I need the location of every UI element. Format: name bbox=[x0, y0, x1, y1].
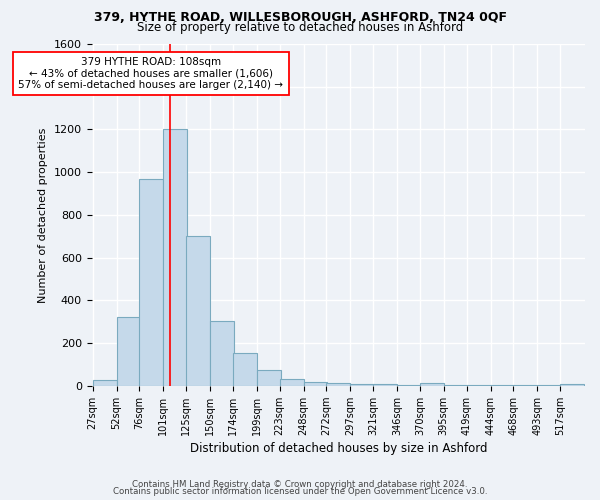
Bar bbox=[116, 318, 140, 386]
Bar bbox=[92, 380, 116, 386]
Bar bbox=[350, 384, 374, 386]
Bar bbox=[210, 320, 234, 386]
Bar bbox=[280, 380, 304, 386]
Bar bbox=[467, 385, 491, 386]
Y-axis label: Number of detached properties: Number of detached properties bbox=[38, 127, 49, 302]
Bar bbox=[373, 384, 397, 386]
Bar bbox=[491, 385, 514, 386]
Bar bbox=[163, 130, 187, 386]
Bar bbox=[326, 383, 350, 386]
Bar bbox=[397, 385, 421, 386]
Text: Size of property relative to detached houses in Ashford: Size of property relative to detached ho… bbox=[137, 22, 463, 35]
Text: Contains HM Land Registry data © Crown copyright and database right 2024.: Contains HM Land Registry data © Crown c… bbox=[132, 480, 468, 489]
X-axis label: Distribution of detached houses by size in Ashford: Distribution of detached houses by size … bbox=[190, 442, 487, 455]
Bar bbox=[304, 382, 328, 386]
Bar bbox=[186, 236, 210, 386]
Bar bbox=[444, 385, 467, 386]
Text: Contains public sector information licensed under the Open Government Licence v3: Contains public sector information licen… bbox=[113, 487, 487, 496]
Bar bbox=[537, 385, 561, 386]
Bar bbox=[257, 370, 281, 386]
Bar bbox=[139, 178, 163, 386]
Text: 379, HYTHE ROAD, WILLESBOROUGH, ASHFORD, TN24 0QF: 379, HYTHE ROAD, WILLESBOROUGH, ASHFORD,… bbox=[94, 11, 506, 24]
Bar bbox=[420, 383, 444, 386]
Bar bbox=[233, 352, 257, 386]
Bar bbox=[560, 384, 584, 386]
Bar bbox=[514, 385, 537, 386]
Text: 379 HYTHE ROAD: 108sqm
← 43% of detached houses are smaller (1,606)
57% of semi-: 379 HYTHE ROAD: 108sqm ← 43% of detached… bbox=[19, 57, 283, 90]
